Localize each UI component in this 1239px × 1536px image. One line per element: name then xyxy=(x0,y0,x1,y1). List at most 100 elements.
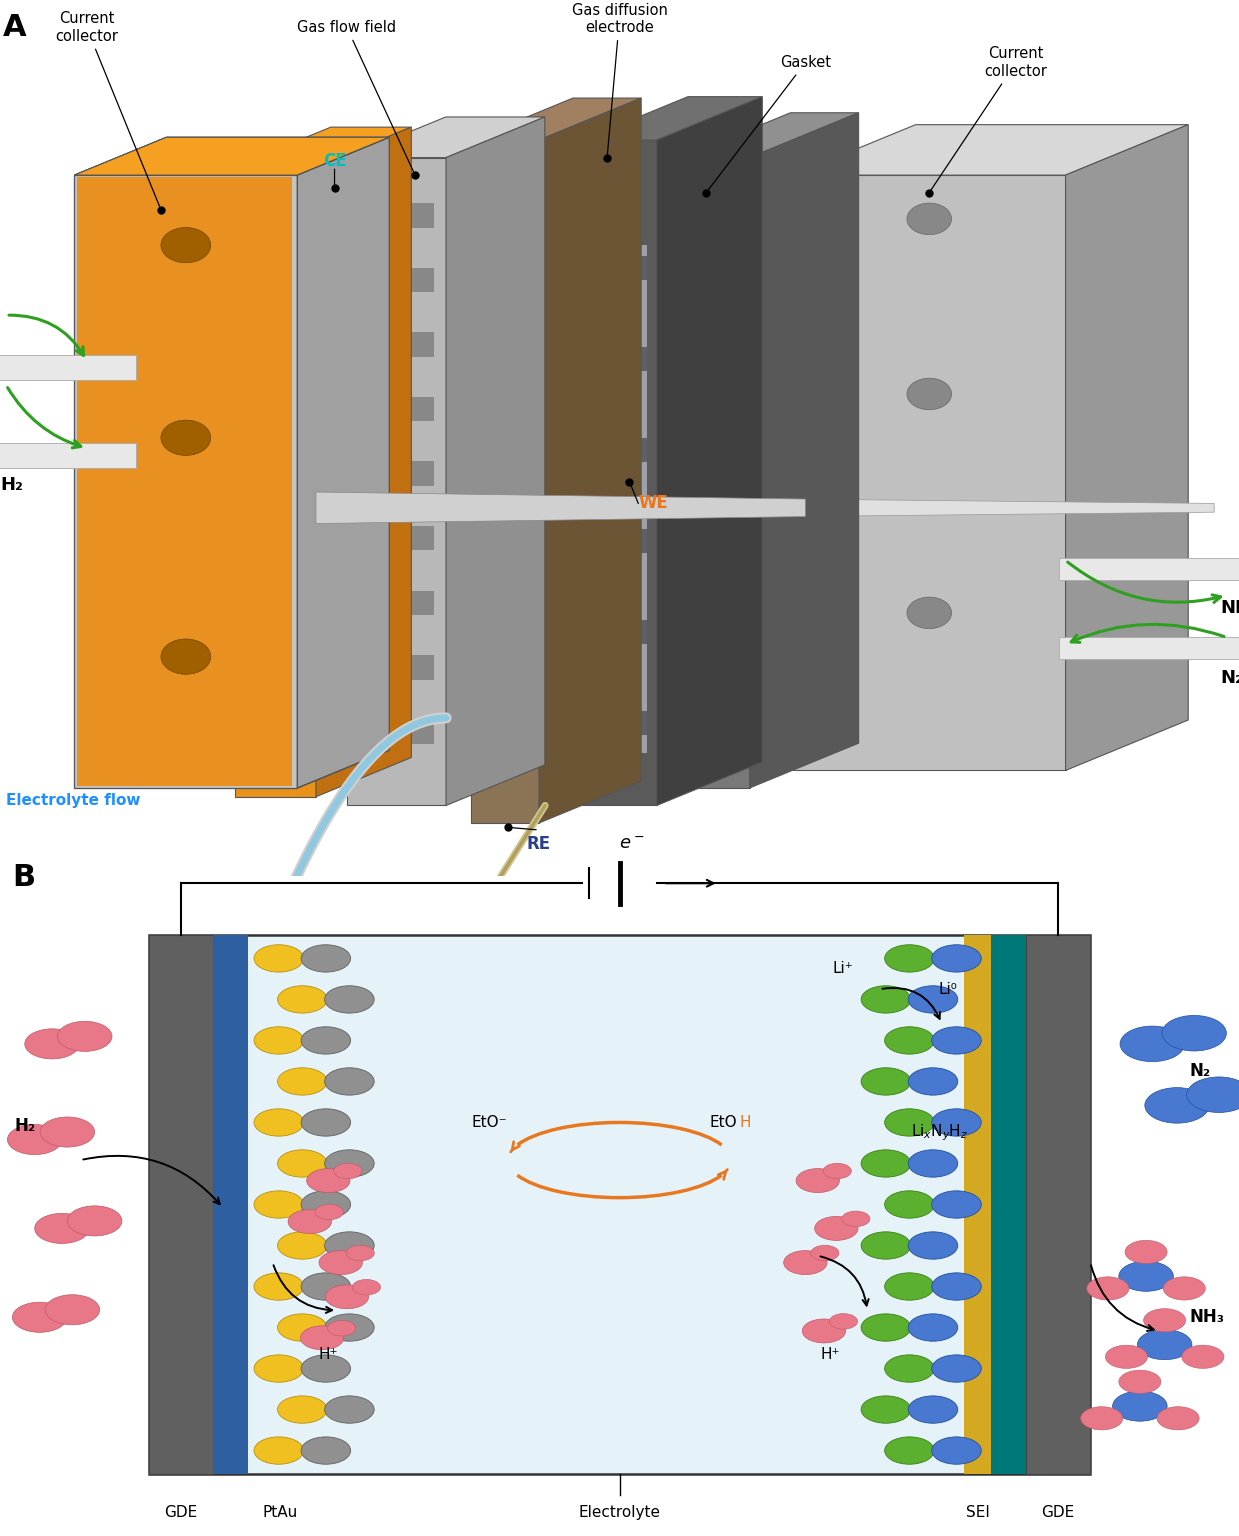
Bar xyxy=(149,934,213,1475)
Circle shape xyxy=(327,1321,356,1336)
Circle shape xyxy=(932,945,981,972)
Circle shape xyxy=(278,1313,327,1341)
Circle shape xyxy=(908,1068,958,1095)
Circle shape xyxy=(254,1109,304,1137)
Text: Li$_x$N$_y$H$_z$: Li$_x$N$_y$H$_z$ xyxy=(911,1123,968,1143)
Bar xyxy=(991,934,1026,1475)
Circle shape xyxy=(40,1117,94,1147)
Bar xyxy=(359,332,434,356)
Circle shape xyxy=(12,1303,67,1332)
Bar xyxy=(359,525,434,550)
Circle shape xyxy=(1125,1240,1167,1264)
Polygon shape xyxy=(750,112,859,788)
Circle shape xyxy=(325,1313,374,1341)
Polygon shape xyxy=(582,97,762,140)
Circle shape xyxy=(254,1355,304,1382)
Circle shape xyxy=(306,1169,349,1192)
Circle shape xyxy=(333,1163,362,1178)
Circle shape xyxy=(1162,1015,1227,1051)
Polygon shape xyxy=(235,127,411,166)
Bar xyxy=(479,742,530,771)
Text: H⁺: H⁺ xyxy=(820,1347,840,1362)
Circle shape xyxy=(1187,1077,1239,1112)
Bar xyxy=(359,267,434,292)
Circle shape xyxy=(301,1190,351,1218)
Bar xyxy=(359,461,434,485)
Text: SEI: SEI xyxy=(965,1505,990,1519)
Circle shape xyxy=(861,1150,911,1177)
Text: N₂: N₂ xyxy=(1189,1063,1211,1080)
Polygon shape xyxy=(793,124,1188,175)
Text: WE: WE xyxy=(638,493,668,511)
Circle shape xyxy=(254,1436,304,1464)
Circle shape xyxy=(1087,1276,1129,1299)
Circle shape xyxy=(258,688,292,713)
Circle shape xyxy=(254,1273,304,1299)
Circle shape xyxy=(67,1206,121,1236)
Text: Electrolyte: Electrolyte xyxy=(579,1505,660,1519)
Circle shape xyxy=(301,945,351,972)
Circle shape xyxy=(932,1436,981,1464)
Circle shape xyxy=(932,1109,981,1137)
Polygon shape xyxy=(316,127,411,797)
Circle shape xyxy=(346,1246,374,1261)
Bar xyxy=(592,711,647,736)
Circle shape xyxy=(301,1436,351,1464)
Polygon shape xyxy=(681,112,859,158)
Bar xyxy=(592,438,647,462)
Polygon shape xyxy=(74,175,297,788)
Circle shape xyxy=(161,639,211,674)
Circle shape xyxy=(301,1273,351,1299)
Text: Li⁺: Li⁺ xyxy=(833,962,852,977)
Text: RE: RE xyxy=(527,836,551,854)
Polygon shape xyxy=(347,158,446,805)
Circle shape xyxy=(1157,1407,1199,1430)
Circle shape xyxy=(325,1068,374,1095)
Bar xyxy=(592,347,647,372)
Circle shape xyxy=(320,1250,362,1275)
Circle shape xyxy=(315,1204,343,1220)
Circle shape xyxy=(885,1109,934,1137)
Text: H: H xyxy=(740,1115,751,1130)
Circle shape xyxy=(301,1026,351,1054)
Bar xyxy=(479,217,530,246)
Circle shape xyxy=(35,1213,89,1244)
Bar xyxy=(359,656,434,679)
Text: Gas diffusion
electrode: Gas diffusion electrode xyxy=(571,3,668,155)
Bar xyxy=(359,720,434,745)
Bar xyxy=(0,442,136,467)
Circle shape xyxy=(861,1068,911,1095)
Circle shape xyxy=(57,1021,112,1051)
Text: EtO: EtO xyxy=(710,1115,737,1130)
Circle shape xyxy=(803,1319,846,1342)
Text: H⁺: H⁺ xyxy=(318,1347,338,1362)
Text: Gas flow field: Gas flow field xyxy=(297,20,414,172)
Polygon shape xyxy=(74,137,389,175)
Circle shape xyxy=(885,945,934,972)
Circle shape xyxy=(783,1250,828,1275)
Circle shape xyxy=(885,1436,934,1464)
Text: Electrolyte flow: Electrolyte flow xyxy=(6,794,141,808)
Bar xyxy=(359,396,434,421)
Polygon shape xyxy=(297,137,389,788)
Circle shape xyxy=(301,1109,351,1137)
Circle shape xyxy=(885,1355,934,1382)
Polygon shape xyxy=(316,492,805,524)
Circle shape xyxy=(1113,1392,1167,1421)
Bar xyxy=(1059,558,1239,581)
Text: Li⁰: Li⁰ xyxy=(938,982,958,997)
Bar xyxy=(1026,934,1090,1475)
Circle shape xyxy=(908,986,958,1014)
Circle shape xyxy=(161,227,211,263)
Text: A: A xyxy=(2,14,26,41)
Circle shape xyxy=(885,1026,934,1054)
Bar xyxy=(592,621,647,645)
Circle shape xyxy=(254,1190,304,1218)
Bar xyxy=(0,355,136,379)
Text: PtAu: PtAu xyxy=(263,1505,297,1519)
Circle shape xyxy=(161,227,211,263)
Polygon shape xyxy=(582,140,657,805)
Circle shape xyxy=(25,1029,79,1058)
Circle shape xyxy=(258,207,292,230)
Circle shape xyxy=(1080,1407,1123,1430)
